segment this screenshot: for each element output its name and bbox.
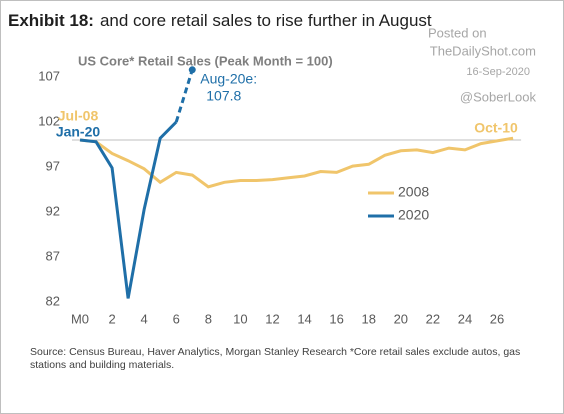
x-tick-label: 4 [141,311,148,326]
x-tick-label: 22 [426,311,440,326]
estimate-point [188,66,196,74]
annotation: Oct-10 [474,120,518,136]
source-note: stations and building materials. [30,359,174,371]
y-tick-label: 97 [46,158,60,173]
x-tick-label: 10 [233,311,247,326]
y-tick-label: 107 [38,68,60,83]
y-tick-label: 82 [46,293,60,308]
subtitle: US Core* Retail Sales (Peak Month = 100) [78,53,333,68]
x-tick-label: 6 [173,311,180,326]
x-tick-label: 24 [458,311,472,326]
source-note: Source: Census Bureau, Haver Analytics, … [30,346,520,358]
title-text: and core retail sales to rise further in… [100,11,432,30]
watermark: TheDailyShot.com [430,43,536,58]
annotation: Jul-08 [58,108,99,124]
x-tick-label: 14 [297,311,311,326]
y-tick-label: 87 [46,248,60,263]
y-tick-label: 92 [46,203,60,218]
y-tick-label: 102 [38,113,60,128]
x-tick-label: 2 [108,311,115,326]
x-tick-label: M0 [71,311,89,326]
x-tick-label: 16 [329,311,343,326]
legend-label: 2020 [398,207,429,223]
x-tick-label: 18 [361,311,375,326]
estimate-label: Aug-20e: [200,71,257,87]
watermark: @SoberLook [460,89,537,104]
estimate-line [174,69,194,123]
title-prefix: Exhibit 18: [8,11,94,30]
x-tick-label: 8 [205,311,212,326]
chart-title: Exhibit 18: and core retail sales to rise… [8,11,432,30]
x-tick-label: 12 [265,311,279,326]
watermark: 16-Sep-2020 [466,66,530,78]
estimate-value: 107.8 [206,88,241,104]
legend-label: 2008 [398,184,429,200]
x-tick-label: 26 [490,311,504,326]
annotation: Jan-20 [56,124,101,140]
x-tick-label: 20 [394,311,408,326]
series-line [79,120,178,299]
watermark: Posted on [428,25,487,40]
